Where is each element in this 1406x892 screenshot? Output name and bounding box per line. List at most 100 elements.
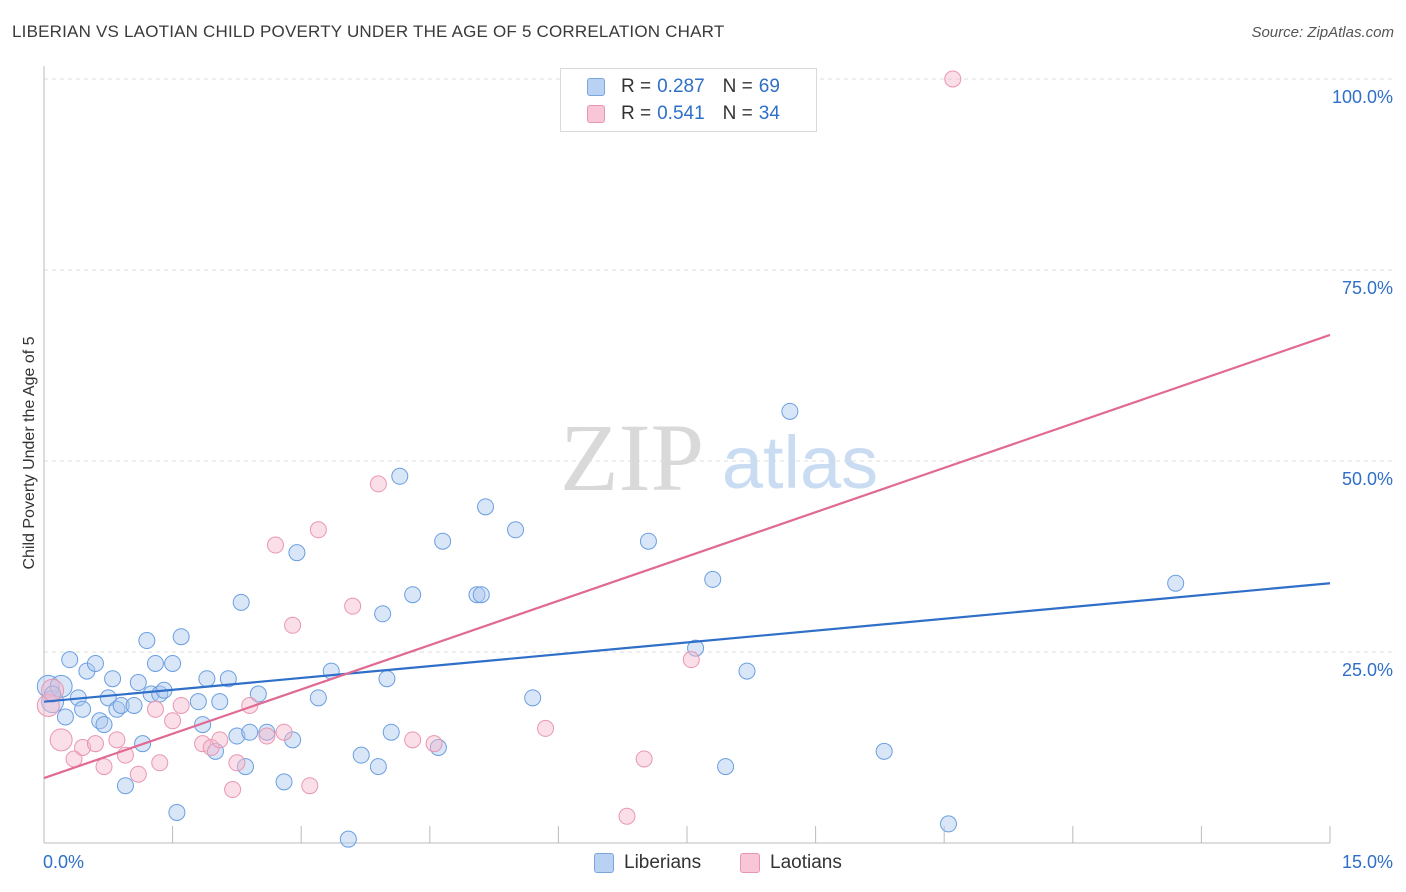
laotians-point	[211, 731, 229, 749]
laotians-legend-label: Laotians	[770, 852, 842, 873]
laotians-point	[86, 735, 104, 753]
laotians-swatch	[587, 105, 605, 123]
liberians-point	[241, 723, 259, 741]
laotians-point	[129, 765, 147, 783]
laotians-point	[41, 678, 65, 702]
laotians-point	[944, 70, 962, 88]
liberians-n-value: 69	[758, 76, 780, 97]
liberians-point	[309, 689, 327, 707]
liberians-point	[36, 674, 60, 698]
liberians-trend-line	[43, 582, 1331, 703]
laotians-trend-line	[43, 333, 1331, 780]
n-label: N =	[722, 76, 753, 97]
laotians-point	[682, 651, 700, 669]
liberians-point	[382, 723, 400, 741]
laotians-point	[194, 735, 212, 753]
watermark: ZIP atlas	[560, 404, 878, 511]
trend-lines	[43, 333, 1331, 780]
liberians-point	[138, 632, 156, 650]
liberians-point	[704, 570, 722, 588]
liberians-point	[639, 532, 657, 550]
legend-row-liberians: R = 0.287 N = 69	[587, 75, 780, 99]
y-tick-75: 75.0%	[1341, 278, 1393, 298]
liberians-point	[738, 662, 756, 680]
laotians-point	[284, 616, 302, 634]
liberians-point	[374, 605, 392, 623]
legend-item-liberians[interactable]: Liberians	[594, 852, 701, 874]
liberians-point	[211, 693, 229, 711]
liberians-point	[236, 758, 254, 776]
y-tick-50: 50.0%	[1341, 469, 1393, 489]
r-label: R =	[621, 103, 652, 124]
watermark-atlas: atlas	[722, 421, 878, 504]
liberians-point	[391, 467, 409, 485]
liberians-point	[86, 654, 104, 672]
liberians-point	[112, 696, 130, 714]
liberians-point	[172, 628, 190, 646]
liberians-point	[524, 689, 542, 707]
liberians-point	[198, 670, 216, 688]
laotians-point	[618, 807, 636, 825]
laotians-point	[151, 754, 169, 772]
stats-legend: R = 0.287 N = 69 R = 0.541 N = 34	[560, 68, 817, 132]
r-label: R =	[621, 76, 652, 97]
laotians-point	[146, 700, 164, 718]
laotians-point	[404, 731, 422, 749]
laotians-point	[108, 731, 126, 749]
liberians-point	[378, 670, 396, 688]
liberians-point	[99, 689, 117, 707]
liberians-point	[189, 693, 207, 711]
legend-item-laotians[interactable]: Laotians	[740, 852, 842, 874]
liberians-point	[352, 746, 370, 764]
laotians-point	[95, 758, 113, 776]
liberians-point	[146, 654, 164, 672]
liberians-point	[369, 758, 387, 776]
laotians-point	[172, 696, 190, 714]
laotians-point	[258, 727, 276, 745]
x-tick-max: 15.0%	[1341, 852, 1393, 872]
gridlines	[44, 78, 1392, 653]
liberians-point	[1167, 574, 1185, 592]
laotians-point	[635, 750, 653, 768]
laotians-point	[49, 728, 73, 752]
liberians-point	[781, 402, 799, 420]
liberians-point	[125, 696, 143, 714]
liberians-r-value: 0.287	[657, 76, 705, 97]
x-tick-min: 0.0%	[43, 852, 85, 872]
laotians-point	[74, 739, 92, 756]
watermark-zip: ZIP	[560, 404, 704, 511]
n-label: N =	[722, 103, 753, 124]
laotians-r-value: 0.541	[657, 103, 705, 124]
liberians-point	[249, 685, 267, 703]
liberians-point	[258, 723, 276, 741]
liberians-point	[507, 521, 525, 539]
liberians-point	[404, 586, 422, 604]
liberians-point	[164, 654, 182, 672]
liberians-point	[74, 700, 92, 718]
liberians-point	[339, 830, 357, 848]
y-axis-label: Child Poverty Under the Age of 5	[21, 336, 38, 570]
laotians-point	[224, 781, 242, 799]
liberians-point	[939, 815, 957, 833]
y-tick-100: 100.0%	[1331, 87, 1393, 107]
liberians-point	[288, 544, 306, 562]
laotians-point	[164, 712, 182, 730]
legend-row-laotians: R = 0.541 N = 34	[587, 102, 780, 126]
liberians-point	[228, 727, 246, 745]
liberians-legend-swatch	[594, 853, 614, 873]
laotians-point	[301, 777, 319, 795]
axes	[43, 66, 1331, 844]
laotians-point	[309, 521, 327, 539]
liberians-point	[56, 708, 74, 726]
liberians-point	[61, 651, 79, 669]
liberians-point	[434, 532, 452, 550]
laotians-point	[275, 723, 293, 741]
liberians-point	[275, 773, 293, 791]
liberians-point	[687, 639, 705, 657]
liberians-point	[194, 716, 212, 734]
liberians-point	[232, 593, 250, 611]
series-legend: Liberians Laotians	[0, 852, 1406, 878]
laotians-legend-swatch	[740, 853, 760, 873]
liberians-point	[104, 670, 122, 688]
